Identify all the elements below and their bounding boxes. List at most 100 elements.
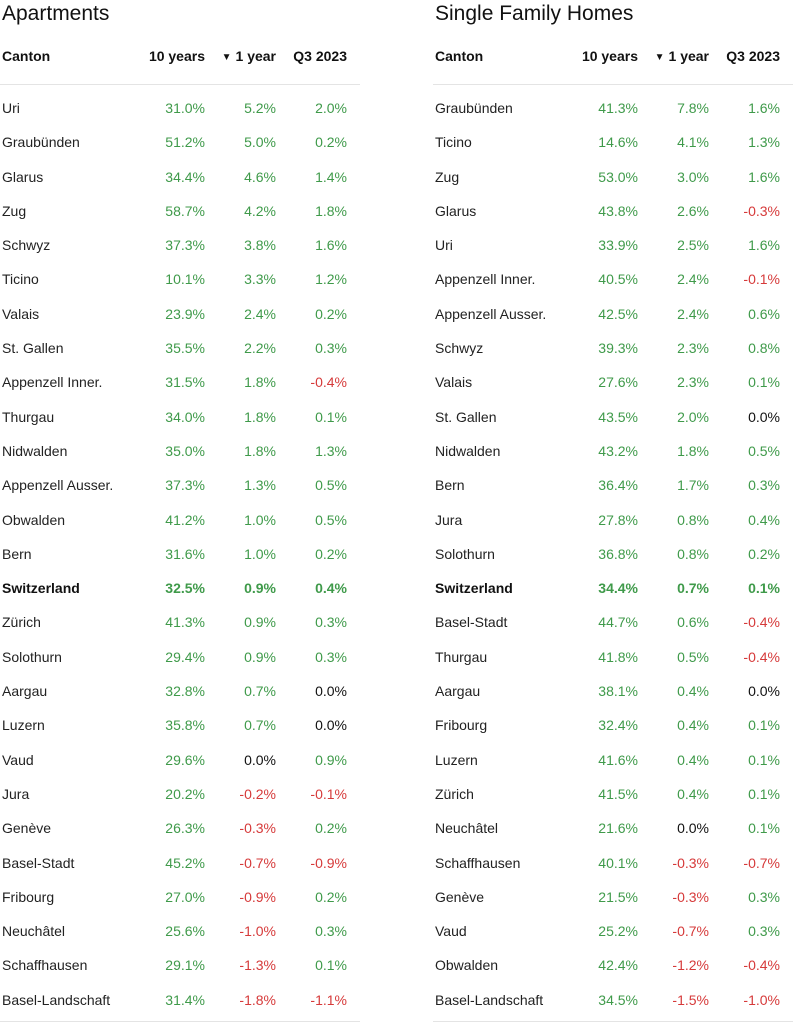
one-year-change: -0.7% <box>239 854 276 871</box>
canton-name: Zug <box>435 168 460 185</box>
table-row: Zürich 41.3% 0.9% 0.3% <box>0 605 360 639</box>
one-year-change: 4.1% <box>677 134 709 151</box>
one-year-change: 2.3% <box>677 340 709 357</box>
one-year-change: 0.4% <box>677 751 709 768</box>
table-row: Zug 58.7% 4.2% 1.8% <box>0 194 360 228</box>
one-year-change: 1.8% <box>244 442 276 459</box>
table-row: Zug 53.0% 3.0% 1.6% <box>433 160 793 194</box>
panel-title: Single Family Homes <box>435 2 634 25</box>
one-year-change: 0.7% <box>677 580 709 597</box>
header-divider <box>0 84 360 85</box>
q3-2023-change: 1.2% <box>315 271 347 288</box>
ten-year-change: 25.6% <box>165 923 205 940</box>
ten-year-change: 21.6% <box>598 820 638 837</box>
table-row: Neuchâtel 25.6% -1.0% 0.3% <box>0 914 360 948</box>
canton-name: Aargau <box>435 683 481 700</box>
one-year-change: -0.2% <box>239 785 276 802</box>
canton-name: Nidwalden <box>2 442 68 459</box>
q3-2023-change: 0.2% <box>315 305 347 322</box>
table-row: Switzerland 32.5% 0.9% 0.4% <box>0 571 360 605</box>
canton-name: Basel-Landschaft <box>435 991 544 1008</box>
table-row: Jura 20.2% -0.2% -0.1% <box>0 777 360 811</box>
header-10-years[interactable]: 10 years <box>581 48 638 64</box>
ten-year-change: 34.4% <box>165 168 205 185</box>
table-row: Solothurn 29.4% 0.9% 0.3% <box>0 640 360 674</box>
one-year-change: 5.0% <box>244 134 276 151</box>
table-row: Graubünden 51.2% 5.0% 0.2% <box>0 125 360 159</box>
table-row: Luzern 41.6% 0.4% 0.1% <box>433 743 793 777</box>
q3-2023-change: 0.3% <box>315 340 347 357</box>
table-row: Valais 27.6% 2.3% 0.1% <box>433 365 793 399</box>
q3-2023-change: -0.7% <box>743 854 780 871</box>
ten-year-change: 42.4% <box>598 957 638 974</box>
q3-2023-change: 0.0% <box>748 408 780 425</box>
canton-name: Basel-Stadt <box>435 614 508 631</box>
bottom-divider <box>0 1021 360 1022</box>
one-year-change: 2.2% <box>244 340 276 357</box>
one-year-change: 1.8% <box>677 442 709 459</box>
one-year-change: 0.8% <box>677 511 709 528</box>
table-row: Obwalden 41.2% 1.0% 0.5% <box>0 503 360 537</box>
one-year-change: 2.3% <box>677 374 709 391</box>
header-q3-2023[interactable]: Q3 2023 <box>726 48 780 64</box>
ten-year-change: 20.2% <box>165 785 205 802</box>
one-year-change: 1.3% <box>244 477 276 494</box>
q3-2023-change: 1.8% <box>315 202 347 219</box>
ten-year-change: 40.1% <box>598 854 638 871</box>
q3-2023-change: 0.3% <box>315 648 347 665</box>
ten-year-change: 27.0% <box>165 888 205 905</box>
header-q3-2023[interactable]: Q3 2023 <box>293 48 347 64</box>
table-row: Basel-Landschaft 31.4% -1.8% -1.1% <box>0 983 360 1017</box>
one-year-change: 0.9% <box>244 614 276 631</box>
ten-year-change: 39.3% <box>598 340 638 357</box>
one-year-change: 2.0% <box>677 408 709 425</box>
canton-name: Glarus <box>2 168 44 185</box>
canton-name: Schwyz <box>435 340 484 357</box>
one-year-change: -0.7% <box>672 923 709 940</box>
q3-2023-change: 0.0% <box>315 683 347 700</box>
one-year-change: 0.4% <box>677 717 709 734</box>
canton-name: Basel-Landschaft <box>2 991 111 1008</box>
table-row: Uri 31.0% 5.2% 2.0% <box>0 91 360 125</box>
q3-2023-change: 0.4% <box>748 511 780 528</box>
q3-2023-change: 1.6% <box>748 237 780 254</box>
table-row: Vaud 29.6% 0.0% 0.9% <box>0 743 360 777</box>
canton-name: Obwalden <box>435 957 499 974</box>
q3-2023-change: 0.1% <box>748 820 780 837</box>
header-divider <box>433 84 793 85</box>
ten-year-change: 25.2% <box>598 923 638 940</box>
q3-2023-change: 0.5% <box>748 442 780 459</box>
one-year-change: 1.8% <box>244 408 276 425</box>
table-row: Genève 26.3% -0.3% 0.2% <box>0 811 360 845</box>
header-1-year[interactable]: ▼ 1 year <box>222 44 276 71</box>
q3-2023-change: 0.3% <box>315 923 347 940</box>
ten-year-change: 10.1% <box>165 271 205 288</box>
header-10-years[interactable]: 10 years <box>148 48 205 64</box>
canton-name: Jura <box>2 785 30 802</box>
table-row: Luzern 35.8% 0.7% 0.0% <box>0 708 360 742</box>
one-year-change: 0.7% <box>244 717 276 734</box>
canton-name: Zürich <box>435 785 474 802</box>
canton-name: Appenzell Ausser. <box>435 305 547 322</box>
canton-name: Ticino <box>435 134 472 151</box>
one-year-change: 2.4% <box>677 271 709 288</box>
header-canton[interactable]: Canton <box>435 48 484 64</box>
ten-year-change: 26.3% <box>165 820 205 837</box>
ten-year-change: 38.1% <box>598 683 638 700</box>
table-body: Graubünden 41.3% 7.8% 1.6% Ticino 14.6% 4.1% 1.… <box>433 91 793 1017</box>
canton-name: Uri <box>2 100 20 116</box>
table-row: Vaud 25.2% -0.7% 0.3% <box>433 914 793 948</box>
q3-2023-change: -0.1% <box>743 271 780 288</box>
canton-name: Genève <box>2 820 52 837</box>
ten-year-change: 31.0% <box>165 100 205 116</box>
header-canton[interactable]: Canton <box>2 48 51 64</box>
table-row: Genève 21.5% -0.3% 0.3% <box>433 880 793 914</box>
table-row: Solothurn 36.8% 0.8% 0.2% <box>433 537 793 571</box>
header-1-year-label: 1 year <box>235 48 276 64</box>
canton-name: Neuchâtel <box>435 820 499 837</box>
table-row: Appenzell Inner. 40.5% 2.4% -0.1% <box>433 262 793 296</box>
header-1-year[interactable]: ▼ 1 year <box>655 44 709 71</box>
sort-descending-icon: ▼ <box>654 52 665 63</box>
q3-2023-change: 0.1% <box>315 957 347 974</box>
canton-name: Fribourg <box>2 888 55 905</box>
